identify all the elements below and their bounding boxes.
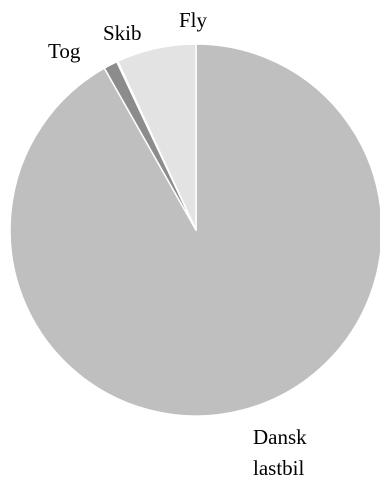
slice-label-fly: Fly: [179, 8, 208, 32]
slice-label-tog: Tog: [48, 39, 81, 63]
pie-slices: [9, 43, 380, 417]
pie-slice-fly: [117, 43, 197, 231]
pie-slice-dansk-lastbil: [9, 43, 380, 417]
slice-label-skib: Skib: [103, 21, 142, 45]
slice-label-dansk-lastbil-line1: Dansk: [253, 425, 307, 449]
slice-label-dansk-lastbil-line2: lastbil: [253, 456, 304, 477]
